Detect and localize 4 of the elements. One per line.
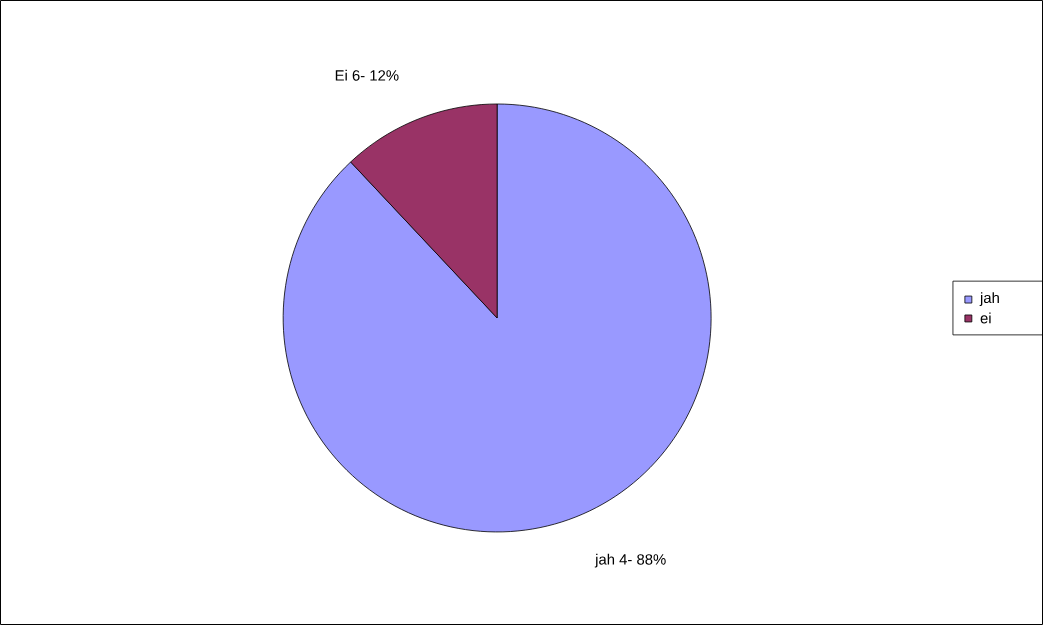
legend-label: ei (980, 312, 991, 324)
text: jah 4- 88% (594, 553, 666, 568)
legend-label: jah (979, 292, 999, 306)
text: Ei 6- 12% (335, 69, 399, 81)
